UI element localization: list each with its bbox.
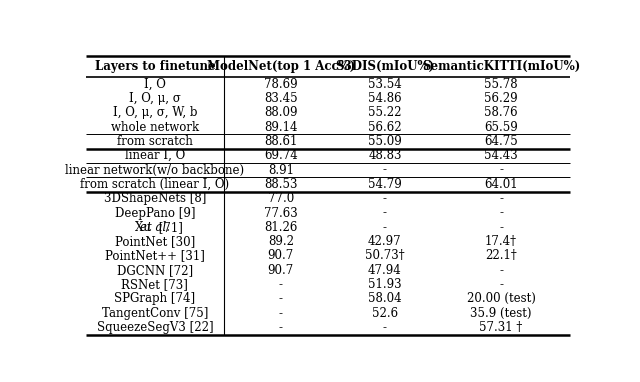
Text: linear network(w/o backbone): linear network(w/o backbone) xyxy=(65,163,244,176)
Text: I, O, μ, σ, W, b: I, O, μ, σ, W, b xyxy=(113,106,197,119)
Text: 48.83: 48.83 xyxy=(368,149,402,162)
Text: 54.43: 54.43 xyxy=(484,149,518,162)
Text: DeepPano [9]: DeepPano [9] xyxy=(115,207,195,220)
Text: -: - xyxy=(499,163,503,176)
Text: -: - xyxy=(383,207,387,220)
Text: I, O: I, O xyxy=(144,78,166,91)
Text: 8.91: 8.91 xyxy=(268,163,294,176)
Text: 57.31 †: 57.31 † xyxy=(479,321,523,334)
Text: 56.29: 56.29 xyxy=(484,92,518,105)
Text: -: - xyxy=(499,192,503,205)
Text: -: - xyxy=(499,278,503,291)
Text: TangentConv [75]: TangentConv [75] xyxy=(102,307,208,320)
Text: 88.61: 88.61 xyxy=(264,135,298,148)
Text: 77.63: 77.63 xyxy=(264,207,298,220)
Text: 89.2: 89.2 xyxy=(268,235,294,248)
Text: RSNet [73]: RSNet [73] xyxy=(122,278,188,291)
Text: 55.78: 55.78 xyxy=(484,78,518,91)
Text: 42.97: 42.97 xyxy=(368,235,402,248)
Text: 54.79: 54.79 xyxy=(368,178,402,191)
Text: 56.62: 56.62 xyxy=(368,121,402,134)
Text: ModelNet(top 1 Acc%): ModelNet(top 1 Acc%) xyxy=(207,60,355,73)
Text: from scratch (linear I, O): from scratch (linear I, O) xyxy=(81,178,230,191)
Text: 54.86: 54.86 xyxy=(368,92,402,105)
Text: 88.53: 88.53 xyxy=(264,178,298,191)
Text: 50.73†: 50.73† xyxy=(365,249,404,262)
Text: 55.22: 55.22 xyxy=(368,106,402,119)
Text: 89.14: 89.14 xyxy=(264,121,298,134)
Text: whole network: whole network xyxy=(111,121,199,134)
Text: [71]: [71] xyxy=(155,221,183,234)
Text: linear I, O: linear I, O xyxy=(125,149,185,162)
Text: 55.09: 55.09 xyxy=(368,135,402,148)
Text: -: - xyxy=(279,321,283,334)
Text: -: - xyxy=(383,321,387,334)
Text: 22.1†: 22.1† xyxy=(485,249,517,262)
Text: et al.: et al. xyxy=(140,221,170,234)
Text: -: - xyxy=(499,264,503,277)
Text: 47.94: 47.94 xyxy=(368,264,402,277)
Text: SPGraph [74]: SPGraph [74] xyxy=(115,292,195,305)
Text: Layers to finetune: Layers to finetune xyxy=(95,60,215,73)
Text: -: - xyxy=(279,292,283,305)
Text: 77.0: 77.0 xyxy=(268,192,294,205)
Text: PointNet [30]: PointNet [30] xyxy=(115,235,195,248)
Text: -: - xyxy=(279,278,283,291)
Text: DGCNN [72]: DGCNN [72] xyxy=(117,264,193,277)
Text: 17.4†: 17.4† xyxy=(485,235,517,248)
Text: -: - xyxy=(279,307,283,320)
Text: 64.01: 64.01 xyxy=(484,178,518,191)
Text: Xu: Xu xyxy=(135,221,155,234)
Text: 58.76: 58.76 xyxy=(484,106,518,119)
Text: 53.54: 53.54 xyxy=(368,78,402,91)
Text: -: - xyxy=(499,221,503,234)
Text: 51.93: 51.93 xyxy=(368,278,402,291)
Text: 65.59: 65.59 xyxy=(484,121,518,134)
Text: 3DShapeNets [8]: 3DShapeNets [8] xyxy=(104,192,206,205)
Text: 58.04: 58.04 xyxy=(368,292,402,305)
Text: 69.74: 69.74 xyxy=(264,149,298,162)
Text: 64.75: 64.75 xyxy=(484,135,518,148)
Text: from scratch: from scratch xyxy=(117,135,193,148)
Text: PointNet++ [31]: PointNet++ [31] xyxy=(105,249,205,262)
Text: -: - xyxy=(383,163,387,176)
Text: 20.00 (test): 20.00 (test) xyxy=(467,292,536,305)
Text: 81.26: 81.26 xyxy=(264,221,298,234)
Text: S3DIS(mIoU%): S3DIS(mIoU%) xyxy=(335,60,435,73)
Text: -: - xyxy=(383,221,387,234)
Text: 78.69: 78.69 xyxy=(264,78,298,91)
Text: -: - xyxy=(499,207,503,220)
Text: 90.7: 90.7 xyxy=(268,249,294,262)
Text: -: - xyxy=(383,192,387,205)
Text: I, O, μ, σ: I, O, μ, σ xyxy=(129,92,181,105)
Text: SemanticKITTI(mIoU%): SemanticKITTI(mIoU%) xyxy=(422,60,580,73)
Text: 52.6: 52.6 xyxy=(372,307,398,320)
Text: 90.7: 90.7 xyxy=(268,264,294,277)
Text: SqueezeSegV3 [22]: SqueezeSegV3 [22] xyxy=(97,321,213,334)
Text: 88.09: 88.09 xyxy=(264,106,298,119)
Text: 83.45: 83.45 xyxy=(264,92,298,105)
Text: 35.9 (test): 35.9 (test) xyxy=(470,307,532,320)
